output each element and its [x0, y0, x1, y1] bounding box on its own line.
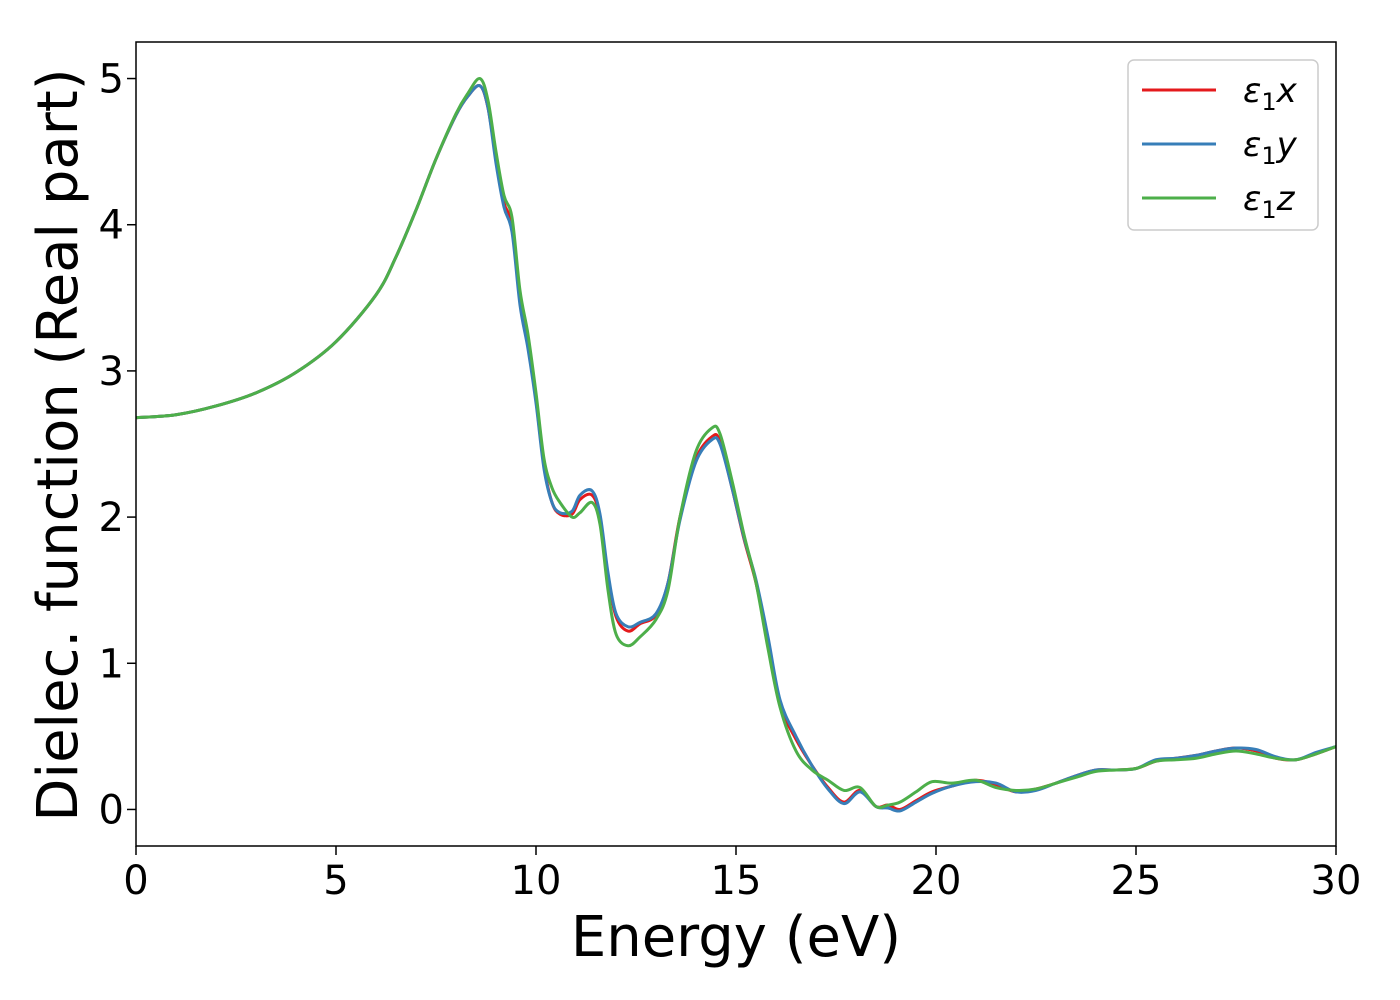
y-tick-label: 4	[99, 203, 124, 249]
series-line-z	[135, 77, 1337, 810]
y-tick-label: 2	[99, 495, 124, 541]
x-tick-label: 20	[911, 858, 962, 904]
legend-entries: ε1x ε1y ε1z	[1142, 71, 1298, 224]
x-tick-label: 5	[323, 858, 348, 904]
x-axis-label: Energy (eV)	[571, 905, 901, 970]
x-axis-ticks: 0 5 10 15 20 25 30	[123, 846, 1361, 904]
series-layer	[135, 77, 1337, 813]
x-tick-label: 25	[1111, 858, 1162, 904]
y-axis-ticks: 0 1 2 3 4 5	[99, 57, 136, 833]
legend-box	[1127, 59, 1319, 231]
x-tick-label: 0	[123, 858, 148, 904]
y-tick-label: 1	[99, 641, 124, 687]
y-tick-label: 0	[99, 787, 124, 833]
x-tick-label: 10	[511, 858, 562, 904]
y-axis-label: Dielec. function (Real part)	[26, 68, 91, 821]
legend: ε1x ε1y ε1z	[1127, 59, 1319, 231]
legend-label-x: ε1x	[1243, 71, 1298, 116]
y-tick-label: 3	[99, 349, 124, 395]
x-tick-label: 15	[711, 858, 762, 904]
y-tick-label: 5	[99, 57, 124, 103]
legend-label-z: ε1z	[1243, 179, 1296, 224]
x-tick-label: 30	[1311, 858, 1362, 904]
legend-label-y: ε1y	[1243, 125, 1298, 170]
